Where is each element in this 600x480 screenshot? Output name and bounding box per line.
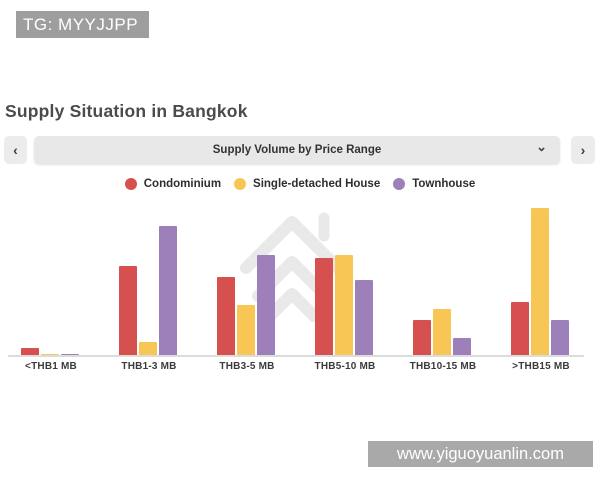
legend-dot-icon bbox=[124, 178, 137, 190]
prev-chart-button[interactable]: ‹ bbox=[4, 136, 27, 164]
legend: Condominium Single-detached House Townhous… bbox=[0, 175, 600, 193]
bar-single-detached-house-5 bbox=[531, 208, 549, 355]
bar-condominium-3 bbox=[315, 258, 333, 355]
bar-townhouse-5 bbox=[551, 320, 569, 355]
bar-condominium-5 bbox=[511, 302, 529, 355]
bar-townhouse-2 bbox=[257, 255, 275, 355]
legend-item[interactable]: Single-detached House bbox=[234, 178, 380, 190]
legend-item[interactable]: Townhouse bbox=[393, 178, 475, 190]
chart-selector-label: Supply Volume by Price Range bbox=[212, 144, 382, 156]
bar-single-detached-house-1 bbox=[139, 342, 157, 355]
x-axis-label: <THB1 MB bbox=[25, 361, 77, 372]
bar-single-detached-house-0 bbox=[41, 354, 59, 355]
watermark-bottom: www.yiguoyuanlin.com bbox=[368, 441, 593, 467]
bar-townhouse-3 bbox=[355, 280, 373, 355]
x-axis-label: >THB15 MB bbox=[512, 361, 570, 372]
page-title: Supply Situation in Bangkok bbox=[5, 101, 248, 121]
legend-item[interactable]: Condominium bbox=[124, 178, 222, 190]
legend-label: Townhouse bbox=[412, 178, 476, 190]
chart-selector-dropdown[interactable]: Supply Volume by Price Range ⌄ bbox=[34, 136, 560, 164]
bar-townhouse-4 bbox=[453, 338, 471, 355]
bar-townhouse-1 bbox=[159, 226, 177, 355]
legend-dot-icon bbox=[234, 178, 247, 190]
bar-condominium-0 bbox=[21, 348, 39, 355]
next-chart-button[interactable]: › bbox=[571, 136, 595, 164]
bar-single-detached-house-3 bbox=[335, 255, 353, 355]
bar-condominium-4 bbox=[413, 320, 431, 355]
legend-label: Single-detached House bbox=[253, 178, 381, 190]
chevron-down-icon: ⌄ bbox=[536, 139, 547, 154]
bar-single-detached-house-4 bbox=[433, 309, 451, 355]
x-axis-label: THB1-3 MB bbox=[121, 361, 177, 372]
bar-townhouse-0 bbox=[61, 354, 79, 355]
x-axis-line bbox=[8, 355, 584, 357]
chart-plot bbox=[0, 200, 600, 357]
watermark-top: TG: MYYJJPP bbox=[16, 11, 149, 38]
bar-single-detached-house-2 bbox=[237, 305, 255, 355]
x-axis-label: THB5-10 MB bbox=[314, 361, 376, 372]
bar-condominium-2 bbox=[217, 277, 235, 355]
x-axis-label: THB3-5 MB bbox=[219, 361, 275, 372]
legend-label: Condominium bbox=[143, 178, 222, 190]
bar-condominium-1 bbox=[119, 266, 137, 355]
x-axis-labels: <THB1 MB THB1-3 MB THB3-5 MB THB5-10 MB THB1… bbox=[0, 361, 600, 375]
x-axis-label: THB10-15 MB bbox=[409, 361, 477, 372]
legend-dot-icon bbox=[393, 178, 406, 190]
